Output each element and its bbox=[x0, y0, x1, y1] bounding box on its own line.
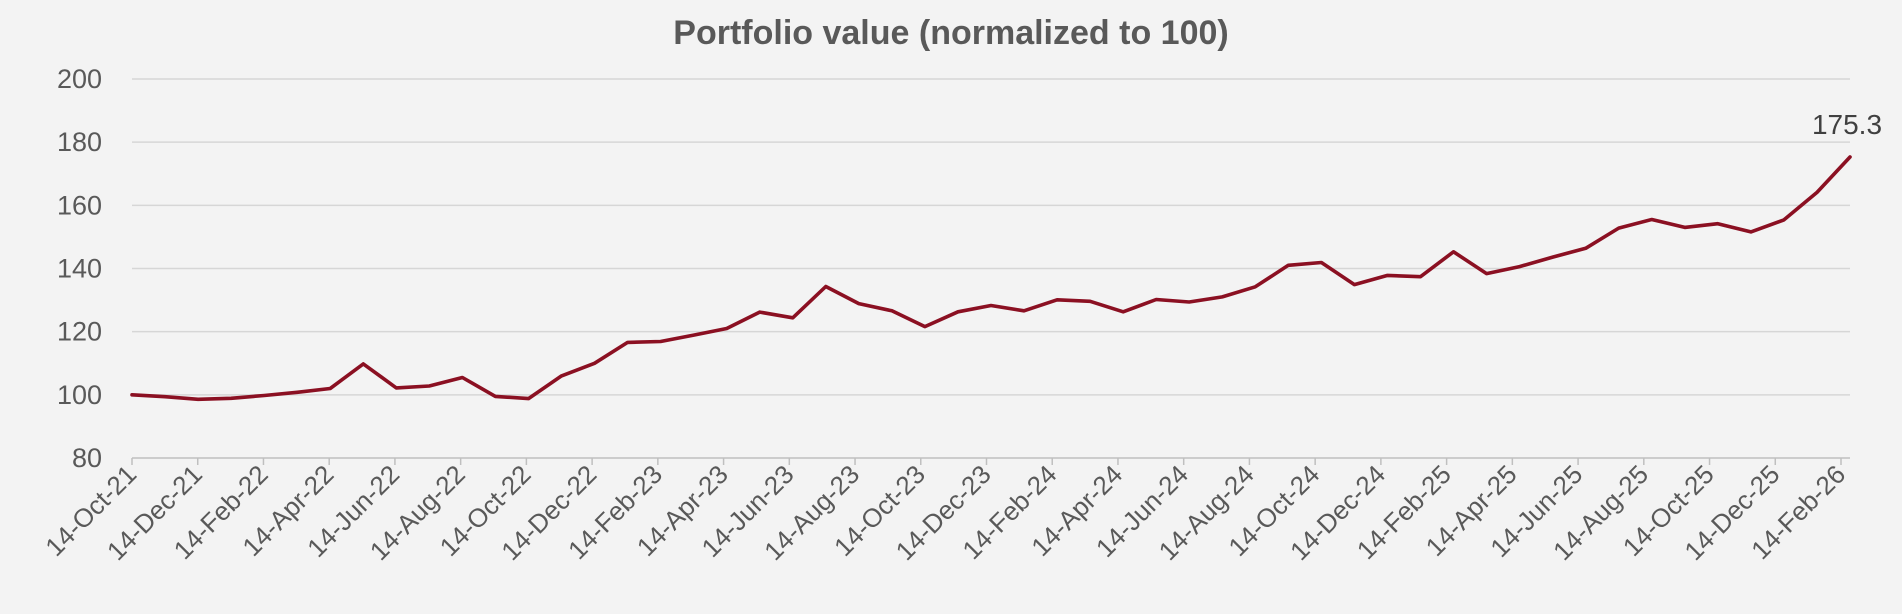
y-tick-label-100: 100 bbox=[57, 380, 102, 410]
series-layer bbox=[130, 155, 1852, 402]
y-tick-label-80: 80 bbox=[72, 443, 102, 473]
y-tick-label-180: 180 bbox=[57, 127, 102, 157]
portfolio-value-line bbox=[130, 155, 1852, 402]
chart-title: Portfolio value (normalized to 100) bbox=[673, 14, 1228, 52]
x-axis: 14-Oct-2114-Dec-2114-Feb-2214-Apr-2214-J… bbox=[39, 457, 1851, 566]
y-axis-ticks: 80 100 120 140 160 180 200 bbox=[57, 64, 102, 473]
end-value-label: 175.3 bbox=[1812, 109, 1882, 140]
y-tick-label-120: 120 bbox=[57, 317, 102, 347]
y-tick-label-200: 200 bbox=[57, 64, 102, 94]
gridlines bbox=[132, 78, 1850, 396]
y-tick-label-160: 160 bbox=[57, 190, 102, 220]
data-labels: 175.3 bbox=[1812, 109, 1882, 140]
y-tick-label-140: 140 bbox=[57, 254, 102, 284]
